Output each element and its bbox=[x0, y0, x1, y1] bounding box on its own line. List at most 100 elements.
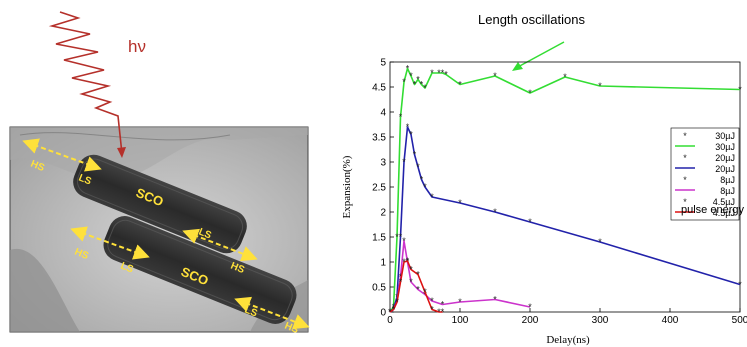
data-point-marker: * bbox=[399, 112, 403, 122]
data-point-marker: * bbox=[402, 236, 406, 246]
data-point-marker: * bbox=[395, 297, 399, 307]
data-point-marker: * bbox=[406, 122, 410, 132]
legend-label: 8µJ bbox=[720, 186, 735, 196]
x-tick-label: 300 bbox=[592, 315, 609, 326]
legend-label: 20µJ bbox=[715, 153, 735, 163]
x-tick-label: 500 bbox=[732, 315, 747, 326]
series-line-3 bbox=[389, 260, 443, 313]
rod2-ls-left-label: LS bbox=[119, 261, 135, 276]
data-point-marker: * bbox=[409, 265, 413, 275]
data-point-marker: * bbox=[402, 257, 406, 267]
series-line-0 bbox=[389, 67, 741, 313]
x-tick-label: 100 bbox=[452, 315, 469, 326]
photon-label: hν bbox=[128, 37, 146, 56]
legend-marker: * bbox=[683, 175, 687, 185]
data-point-marker: * bbox=[413, 150, 417, 160]
data-point-marker: * bbox=[409, 71, 413, 81]
rod2-hs-right-label: HS bbox=[283, 321, 300, 337]
data-point-marker: * bbox=[493, 71, 497, 81]
data-point-marker: * bbox=[402, 157, 406, 167]
nanorod-illustration: hν SCO SCO HS LS HS LS LS HS LS HS bbox=[9, 11, 310, 337]
data-point-marker: * bbox=[458, 297, 462, 307]
data-point-marker: * bbox=[388, 307, 392, 317]
data-point-marker: * bbox=[444, 70, 448, 80]
y-tick-label: 3 bbox=[380, 158, 386, 169]
data-point-marker: * bbox=[409, 130, 413, 140]
x-tick-label: 200 bbox=[522, 315, 539, 326]
rod1-hs-left-label: HS bbox=[29, 159, 46, 175]
legend-label: 30µJ bbox=[715, 142, 735, 152]
data-point-marker: * bbox=[416, 270, 420, 280]
annotation-label: Length oscillations bbox=[478, 12, 585, 27]
y-tick-label: 0 bbox=[380, 308, 386, 319]
data-point-marker: * bbox=[399, 277, 403, 287]
data-point-marker: * bbox=[416, 162, 420, 172]
data-point-marker: * bbox=[493, 207, 497, 217]
y-tick-label: 2.5 bbox=[372, 183, 386, 194]
data-point-marker: * bbox=[430, 68, 434, 78]
legend-label: 30µJ bbox=[715, 131, 735, 141]
y-tick-label: 1 bbox=[380, 258, 386, 269]
expansion-arrows bbox=[22, 138, 310, 330]
data-point-marker: * bbox=[416, 75, 420, 85]
data-point-marker: * bbox=[738, 280, 742, 290]
rod2-hs-mid-label: HS bbox=[229, 261, 246, 277]
data-point-marker: * bbox=[406, 64, 410, 74]
rod2-ls-right-label: LS bbox=[243, 305, 259, 320]
x-tick-label: 400 bbox=[662, 315, 679, 326]
legend-marker: * bbox=[683, 131, 687, 141]
data-point-marker: * bbox=[563, 72, 567, 82]
arrow-rod1-left bbox=[22, 138, 102, 172]
data-point-marker: * bbox=[402, 77, 406, 87]
data-point-marker: * bbox=[458, 198, 462, 208]
data-point-marker: * bbox=[399, 232, 403, 242]
data-point-marker: * bbox=[406, 256, 410, 266]
data-point-marker: * bbox=[441, 68, 445, 78]
legend-marker: * bbox=[683, 153, 687, 163]
data-point-marker: * bbox=[392, 305, 396, 315]
data-point-marker: * bbox=[493, 295, 497, 305]
y-tick-label: 5 bbox=[380, 58, 386, 69]
x-tick-label: 0 bbox=[387, 315, 393, 326]
rod1-ls-left-label: LS bbox=[77, 173, 93, 188]
data-point-marker: * bbox=[598, 237, 602, 247]
data-point-marker: * bbox=[430, 296, 434, 306]
legend-label: 4.5µJ bbox=[713, 208, 735, 218]
arrow-rod2-left bbox=[70, 226, 150, 260]
data-point-marker: * bbox=[409, 277, 413, 287]
data-point-marker: * bbox=[423, 83, 427, 93]
data-point-marker: * bbox=[430, 192, 434, 202]
photon-wave bbox=[48, 11, 126, 158]
data-point-marker: * bbox=[528, 302, 532, 312]
data-point-marker: * bbox=[420, 80, 424, 90]
y-tick-label: 3.5 bbox=[372, 133, 386, 144]
legend-label: 4.5µJ bbox=[713, 197, 735, 207]
y-tick-label: 1.5 bbox=[372, 233, 386, 244]
rod2-hs-left-label: HS bbox=[73, 247, 90, 263]
arrow-rod2-right bbox=[234, 296, 310, 330]
data-point-marker: * bbox=[430, 305, 434, 315]
data-point-marker: * bbox=[458, 80, 462, 90]
data-point-marker: * bbox=[413, 80, 417, 90]
data-point-marker: * bbox=[441, 307, 445, 317]
data-point-marker: * bbox=[437, 307, 441, 317]
y-tick-label: 2 bbox=[380, 208, 386, 219]
y-tick-label: 4.5 bbox=[372, 83, 386, 94]
series-line-1 bbox=[389, 126, 741, 313]
data-point-marker: * bbox=[528, 217, 532, 227]
annotation-arrow bbox=[512, 41, 565, 71]
legend-box bbox=[670, 127, 740, 221]
data-point-marker: * bbox=[528, 88, 532, 98]
data-point-marker: * bbox=[738, 85, 742, 95]
x-axis-label: Delay(ns) bbox=[546, 334, 590, 346]
pulse-energy-label: pulse energy bbox=[681, 204, 744, 216]
y-axis-label: Expansion(%) bbox=[341, 155, 353, 218]
data-point-marker: * bbox=[423, 182, 427, 192]
y-tick-label: 4 bbox=[380, 108, 386, 119]
data-point-marker: * bbox=[416, 285, 420, 295]
data-point-marker: * bbox=[437, 68, 441, 78]
data-point-marker: * bbox=[423, 287, 427, 297]
expansion-chart: Length oscillations 0 100 200 300 400 500 0 0.5… bbox=[341, 12, 747, 346]
